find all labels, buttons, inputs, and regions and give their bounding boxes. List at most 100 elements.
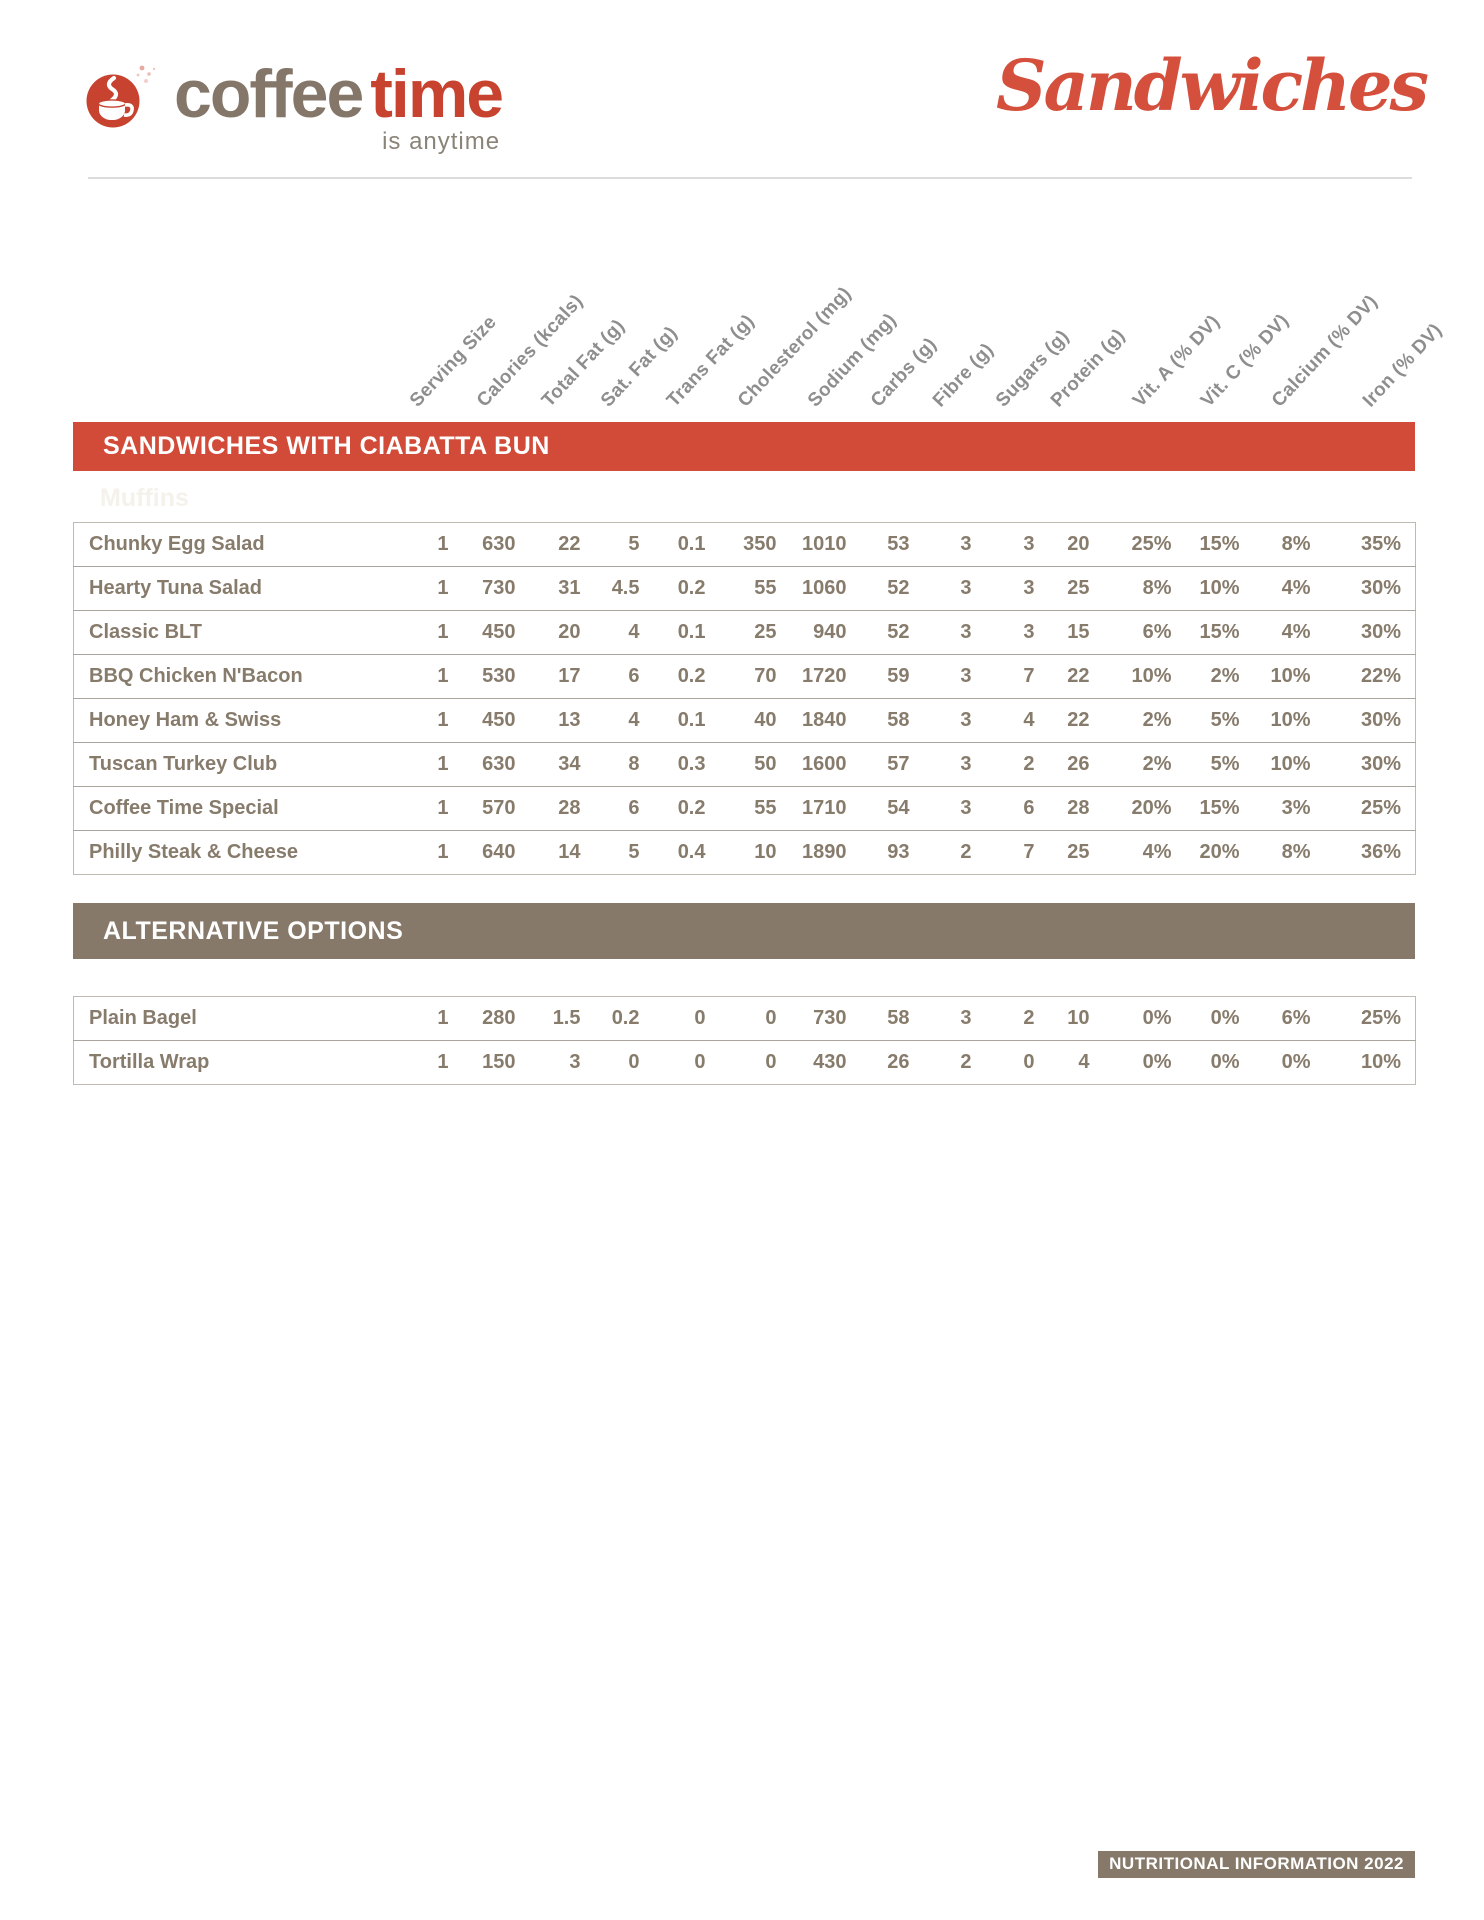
value-cell: 4 <box>594 698 654 743</box>
value-cell: 1600 <box>790 742 861 787</box>
row-label: Tuscan Turkey Club <box>73 742 397 787</box>
column-header: Iron (% DV) <box>1358 319 1447 412</box>
table-row: Classic BLT 1 450 20 4 0.1 25 940 52 3 3 15 6% 15% 4% 3… <box>73 610 1416 655</box>
value-cell: 0% <box>1210 1007 1240 1029</box>
value-cell: 3 <box>985 566 1049 611</box>
value-cell: 730 <box>462 566 530 611</box>
value-cell: 4 <box>594 610 654 655</box>
value-cell: 55 <box>719 786 791 831</box>
value-cell: 280 <box>482 1007 516 1029</box>
value-cell: 4% <box>1103 830 1186 875</box>
value-cell: 5 <box>594 830 654 875</box>
table-row: Tuscan Turkey Club 1 630 34 8 0.3 50 1600 57 3 2 26… <box>73 742 1416 787</box>
value-cell: 1840 <box>790 698 861 743</box>
value-cell: 6 <box>594 654 654 699</box>
value-cell: 10% <box>1324 1040 1416 1085</box>
value-cell: 3 <box>923 566 986 611</box>
value-cell: 0 <box>653 1040 720 1085</box>
ciabatta-sandwiches-table: Chunky Egg Salad 1 630 22 5 0.1 350 1010 53 3 3 20 2… <box>73 522 1416 875</box>
value-cell: 22% <box>1324 654 1416 699</box>
row-label: Classic BLT <box>73 610 397 655</box>
row-label: Honey Ham & Swiss <box>73 698 397 743</box>
logo-word-coffee: coffee <box>174 56 364 132</box>
value-cell: 15% <box>1185 786 1254 831</box>
value-cell: 3 <box>1023 533 1035 555</box>
row-label: Plain Bagel <box>89 1007 197 1029</box>
value-cell: 4% <box>1253 610 1325 655</box>
value-cell: 10% <box>1185 566 1254 611</box>
value-cell: 4% <box>1253 566 1325 611</box>
value-cell: 8 <box>594 742 654 787</box>
row-label: Tortilla Wrap <box>73 1040 397 1085</box>
value-cell: 5 <box>628 533 640 555</box>
value-cell: 20 <box>1067 533 1090 555</box>
value-cell: 10% <box>1253 654 1325 699</box>
value-cell: 3 <box>923 698 986 743</box>
value-cell: 22 <box>1048 698 1104 743</box>
value-cell: 6 <box>985 786 1049 831</box>
value-cell: 70 <box>719 654 791 699</box>
value-cell: 25 <box>719 610 791 655</box>
value-cell: 10% <box>1103 654 1186 699</box>
coffee-cup-icon <box>86 65 156 128</box>
value-cell: 55 <box>719 566 791 611</box>
value-cell: 0.1 <box>653 610 720 655</box>
value-cell: 0.2 <box>653 566 720 611</box>
value-cell: 450 <box>462 698 530 743</box>
value-cell: 3% <box>1253 786 1325 831</box>
value-cell: 1890 <box>790 830 861 875</box>
ghost-muffins-label: Muffins <box>100 484 189 512</box>
value-cell: 630 <box>462 742 530 787</box>
value-cell: 2 <box>923 830 986 875</box>
logo-wordmark: coffee time is anytime <box>174 60 504 154</box>
value-cell: 20 <box>529 610 595 655</box>
section-header-alternative: ALTERNATIVE OPTIONS <box>73 903 1415 959</box>
value-cell: 20% <box>1103 786 1186 831</box>
value-cell: 3 <box>985 610 1049 655</box>
value-cell: 3 <box>923 610 986 655</box>
row-label: BBQ Chicken N'Bacon <box>73 654 397 699</box>
value-cell: 0 <box>985 1040 1049 1085</box>
value-cell: 0.1 <box>677 533 706 555</box>
value-cell: 2 <box>985 742 1049 787</box>
value-cell: 1710 <box>790 786 861 831</box>
value-cell: 4 <box>985 698 1049 743</box>
value-cell: 8% <box>1253 830 1325 875</box>
value-cell: 15% <box>1199 533 1240 555</box>
value-cell: 57 <box>860 742 924 787</box>
row-label: Hearty Tuna Salad <box>73 566 397 611</box>
value-cell: 1 <box>396 830 463 875</box>
value-cell: 54 <box>860 786 924 831</box>
value-cell: 22 <box>1048 654 1104 699</box>
value-cell: 4.5 <box>594 566 654 611</box>
value-cell: 20% <box>1185 830 1254 875</box>
value-cell: 53 <box>887 533 910 555</box>
value-cell: 0% <box>1142 1007 1172 1029</box>
table-row: Chunky Egg Salad 1 630 22 5 0.1 350 1010 53 3 3 20 2… <box>74 523 1416 567</box>
value-cell: 7 <box>985 830 1049 875</box>
value-cell: 0 <box>765 1007 777 1029</box>
value-cell: 50 <box>719 742 791 787</box>
value-cell: 0 <box>719 1040 791 1085</box>
value-cell: 25% <box>1131 533 1172 555</box>
value-cell: 350 <box>743 533 777 555</box>
value-cell: 0.3 <box>653 742 720 787</box>
value-cell: 1 <box>396 742 463 787</box>
value-cell: 1010 <box>802 533 847 555</box>
value-cell: 1 <box>396 698 463 743</box>
value-cell: 15 <box>1048 610 1104 655</box>
value-cell: 17 <box>529 654 595 699</box>
value-cell: 1060 <box>790 566 861 611</box>
value-cell: 40 <box>719 698 791 743</box>
value-cell: 630 <box>482 533 516 555</box>
footer-badge: NUTRITIONAL INFORMATION 2022 <box>1098 1851 1415 1878</box>
alternative-options-table: Plain Bagel 1 280 1.5 0.2 0 0 730 58 3 2 10 0% 0% 6% 25… <box>73 996 1416 1085</box>
value-cell: 30% <box>1324 698 1416 743</box>
value-cell: 13 <box>529 698 595 743</box>
value-cell: 31 <box>529 566 595 611</box>
row-label: Coffee Time Special <box>73 786 397 831</box>
value-cell: 0% <box>1103 1040 1186 1085</box>
value-cell: 52 <box>860 610 924 655</box>
value-cell: 450 <box>462 610 530 655</box>
